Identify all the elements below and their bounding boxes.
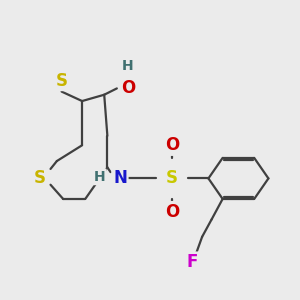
- Text: N: N: [113, 169, 127, 188]
- Text: O: O: [121, 80, 135, 98]
- Text: O: O: [165, 136, 179, 154]
- Text: S: S: [34, 169, 46, 188]
- Text: S: S: [56, 71, 68, 89]
- Text: H: H: [94, 170, 105, 184]
- Text: H: H: [122, 59, 134, 73]
- Text: F: F: [187, 253, 198, 271]
- Text: S: S: [166, 169, 178, 188]
- Text: O: O: [165, 202, 179, 220]
